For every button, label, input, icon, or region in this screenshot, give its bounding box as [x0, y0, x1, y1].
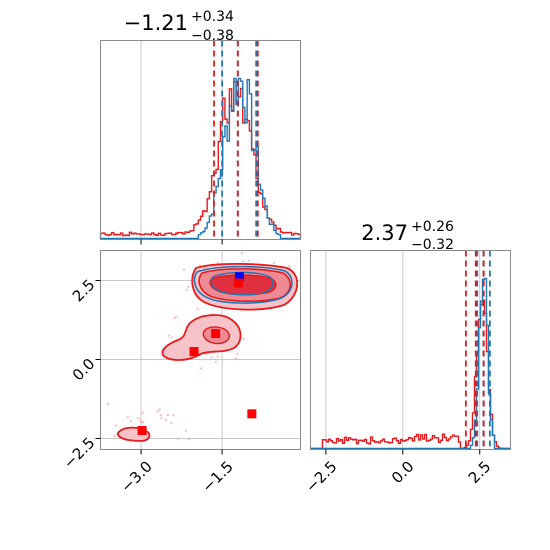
sample-point [136, 416, 140, 420]
sample-point [234, 357, 237, 360]
marker-red [233, 278, 243, 288]
joint-plot-area [96, 251, 299, 442]
xticks-marginal-x [140, 239, 223, 245]
sample-point [170, 336, 174, 339]
contour-blue-inner [210, 271, 274, 296]
marker-points [137, 272, 257, 436]
contour-blue-outer [193, 265, 293, 304]
sample-point [172, 414, 175, 417]
xtick-label: −1.5 [198, 458, 236, 496]
sample-point [164, 418, 167, 421]
grid-marginal-y [325, 250, 481, 450]
sample-point [173, 317, 176, 320]
axes-frame-marginal-y [310, 250, 511, 450]
grid-marginal-x [140, 40, 223, 240]
sample-point [176, 437, 180, 440]
sample-point [170, 421, 173, 425]
sample-point [216, 355, 219, 358]
panel-marginal-x: −1.21 +0.34 −0.38 [99, 9, 302, 245]
title-param1-value: −1.21 [124, 11, 188, 35]
sample-point [214, 360, 217, 364]
sample-point [158, 408, 161, 411]
quantile-lines-param2 [464, 250, 491, 450]
sample-point [141, 420, 145, 424]
sample-point [167, 334, 171, 337]
sample-point [247, 259, 251, 262]
xtick-label: −2.5 [302, 458, 340, 496]
title-param1-lower: −0.38 [191, 28, 234, 44]
sample-point [240, 251, 244, 255]
histogram-series-blue [100, 77, 301, 240]
ytick-label: −2.5 [60, 434, 98, 472]
histogram-param2 [310, 277, 511, 450]
panel-marginal-y: 2.37 +0.26 −0.32 −2.5 0.0 2.5 [302, 219, 511, 496]
sample-point [160, 416, 163, 420]
sample-point [199, 367, 202, 370]
sample-point [126, 416, 130, 419]
histogram-series-red [99, 81, 302, 239]
ytick-label: 2.5 [69, 276, 99, 306]
sample-point [139, 419, 142, 422]
histogram-param1 [99, 77, 302, 240]
contours-blue [193, 265, 293, 304]
marker-red [211, 329, 221, 339]
xticks-joint: −3.0 −1.5 [117, 449, 237, 496]
sample-point [272, 261, 276, 265]
sample-point [210, 356, 213, 359]
sample-point [106, 403, 110, 406]
sample-point [185, 288, 188, 291]
marker-red [189, 347, 199, 357]
panel-joint: −3.0 −1.5 −2.5 0.0 2.5 [60, 250, 301, 496]
xticks-marginal-y: −2.5 0.0 2.5 [302, 449, 495, 496]
sample-point [184, 429, 187, 432]
sample-point [242, 337, 245, 341]
sample-point [236, 352, 239, 355]
title-param2-value: 2.37 [361, 221, 408, 245]
title-param2-lower: −0.32 [411, 237, 454, 253]
title-param1-upper: +0.34 [191, 9, 234, 25]
yticks-joint: −2.5 0.0 2.5 [60, 276, 101, 472]
xtick-label: 0.0 [388, 458, 418, 488]
sample-point [174, 315, 178, 319]
axes-frame-joint [100, 250, 301, 450]
quantile-lines-param1 [213, 40, 259, 240]
xtick-label: −3.0 [117, 458, 155, 496]
sample-point [113, 435, 117, 438]
sample-point [288, 265, 291, 268]
sample-point [166, 413, 170, 417]
sample-point [182, 268, 186, 271]
sample-point [96, 434, 98, 436]
marker-red [247, 409, 257, 419]
sample-point [187, 285, 190, 288]
sample-point [196, 307, 199, 310]
sample-point [129, 420, 133, 423]
marker-blue [234, 272, 244, 282]
sample-point [241, 260, 245, 263]
ytick-label: 0.0 [69, 355, 99, 385]
histogram-series-blue [310, 277, 511, 450]
sample-point [156, 410, 159, 413]
sample-point [187, 437, 191, 441]
sample-point [204, 353, 208, 356]
sample-point [159, 413, 163, 417]
axes-frame-marginal-x [100, 40, 301, 240]
contour-red-inner-main [209, 274, 277, 296]
sample-point [114, 424, 117, 427]
sample-point [141, 411, 144, 415]
contours-red [116, 262, 299, 442]
xtick-label: 2.5 [465, 458, 495, 488]
marker-red [137, 426, 147, 436]
title-param2-upper: +0.26 [411, 219, 454, 235]
